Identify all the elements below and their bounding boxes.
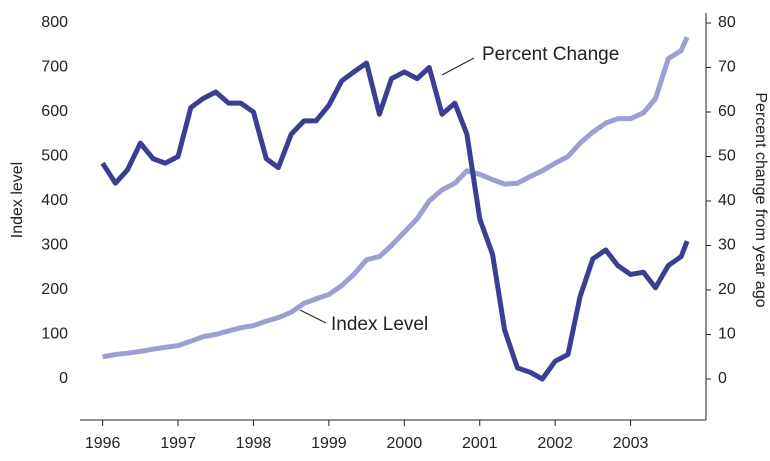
x-tick-label: 2001 xyxy=(462,435,498,452)
y2-tick-label: 40 xyxy=(718,192,736,209)
annotation-leader xyxy=(299,309,327,324)
y-tick-label: 200 xyxy=(41,281,68,298)
x-tick-label: 2000 xyxy=(387,435,423,452)
y-tick-label: 0 xyxy=(59,370,68,387)
y-tick-label: 600 xyxy=(41,103,68,120)
y-tick-label: 500 xyxy=(41,148,68,165)
annotation: Index Level xyxy=(331,314,428,335)
x-tick-label: 1997 xyxy=(160,435,196,452)
y2-axis-label: Percent change from year ago xyxy=(752,92,769,307)
y2-tick-label: 50 xyxy=(718,148,736,165)
y2-tick-label: 70 xyxy=(718,59,736,76)
x-tick-label: 2003 xyxy=(613,435,649,452)
x-tick-label: 1998 xyxy=(236,435,272,452)
y2-tick-label: 30 xyxy=(718,237,736,254)
x-tick-label: 2002 xyxy=(537,435,573,452)
y2-tick-label: 80 xyxy=(718,14,736,31)
series-line xyxy=(102,36,690,360)
x-tick-label: 1999 xyxy=(311,435,347,452)
series-line xyxy=(100,60,690,382)
y2-tick-label: 20 xyxy=(718,281,736,298)
y-tick-label: 400 xyxy=(41,192,68,209)
y-tick-label: 800 xyxy=(41,14,68,31)
y-tick-label: 700 xyxy=(41,59,68,76)
y-axis-label: Index level xyxy=(9,162,26,239)
y-tick-label: 300 xyxy=(41,237,68,254)
y2-tick-label: 10 xyxy=(718,326,736,343)
annotation: Percent Change xyxy=(482,44,619,65)
x-tick-label: 1996 xyxy=(85,435,121,452)
annotation-leader xyxy=(441,57,475,76)
y-tick-label: 100 xyxy=(41,326,68,343)
y2-tick-label: 0 xyxy=(718,370,727,387)
y2-tick-label: 60 xyxy=(718,103,736,120)
